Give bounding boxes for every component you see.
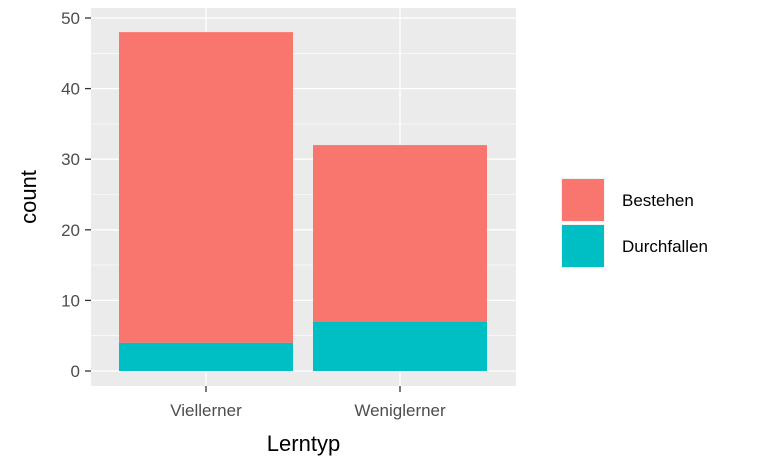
y-tick-label: 10 bbox=[61, 291, 80, 310]
legend-swatch bbox=[562, 179, 604, 221]
legend: Bestehen Durchfallen bbox=[561, 178, 708, 268]
legend-label: Durchfallen bbox=[622, 237, 708, 256]
bar-segment bbox=[119, 342, 293, 371]
bar-segment bbox=[313, 321, 487, 371]
y-tick-label: 20 bbox=[61, 221, 80, 240]
y-tick-label: 40 bbox=[61, 80, 80, 99]
bar-segment bbox=[313, 145, 487, 322]
bar-segment bbox=[119, 32, 293, 343]
x-axis-title: Lerntyp bbox=[267, 431, 340, 456]
y-axis-title: count bbox=[16, 170, 41, 224]
y-tick-label: 30 bbox=[61, 150, 80, 169]
bars bbox=[119, 32, 487, 371]
y-axis: 0 10 20 30 40 50 bbox=[61, 9, 91, 381]
legend-swatch bbox=[562, 225, 604, 267]
x-tick-label: Weniglerner bbox=[354, 401, 446, 420]
y-tick-label: 0 bbox=[71, 362, 80, 381]
x-axis: Viellerner Weniglerner bbox=[170, 386, 446, 420]
y-tick-label: 50 bbox=[61, 9, 80, 28]
x-tick-label: Viellerner bbox=[170, 401, 242, 420]
legend-label: Bestehen bbox=[622, 191, 694, 210]
